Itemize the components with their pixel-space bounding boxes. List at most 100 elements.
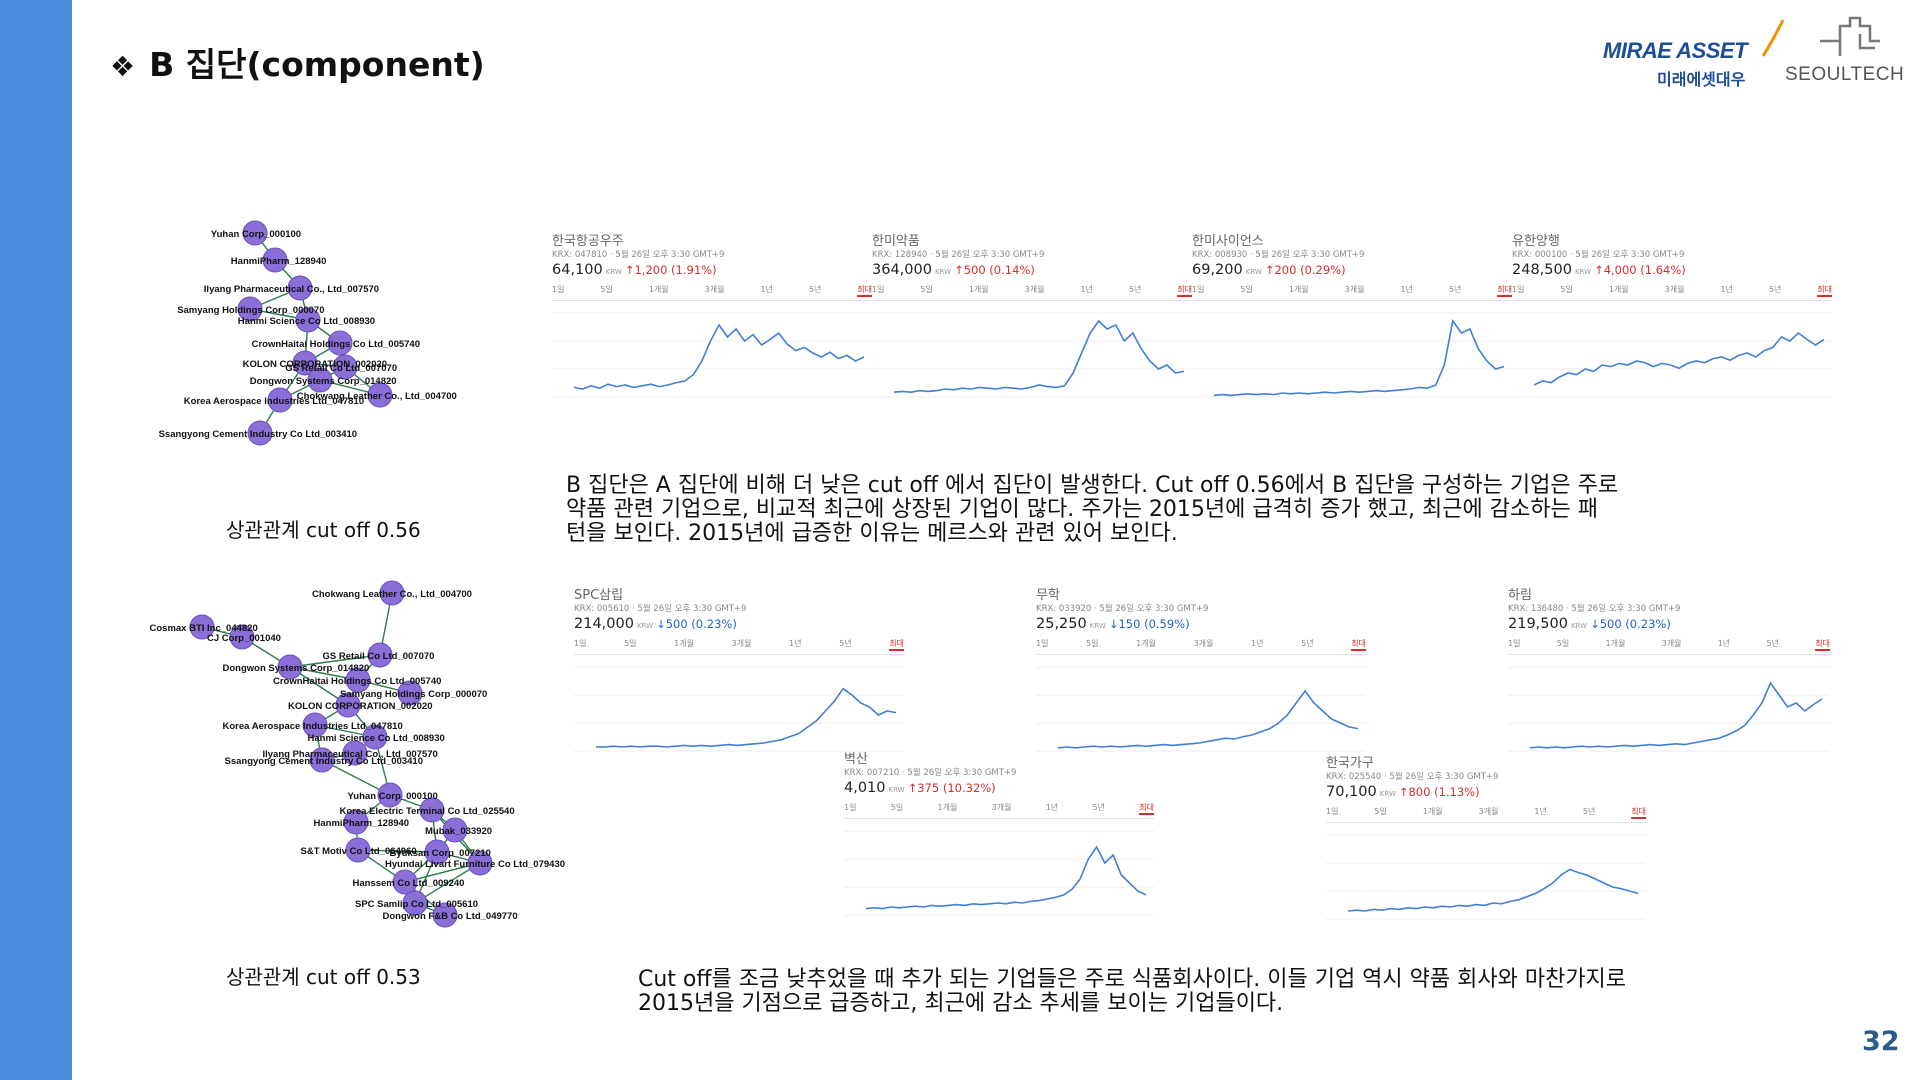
stock-range-tab[interactable]: 5일	[1374, 807, 1387, 816]
stock-range-tab[interactable]: 1년	[1720, 285, 1733, 294]
stock-range-tab[interactable]: 1일	[872, 285, 885, 294]
stock-range-tab[interactable]: 최대	[1497, 284, 1512, 297]
stock-range-tab[interactable]: 3개월	[1664, 285, 1685, 294]
stock-range-tab[interactable]: 1일	[552, 285, 565, 294]
stock-range-tabs: 1일 5일 1개월 3개월 1년 5년 최대	[552, 284, 872, 301]
stock-range-tab[interactable]: 3개월	[1193, 639, 1214, 648]
stock-range-tab[interactable]: 5일	[1556, 639, 1570, 648]
stock-range-tab[interactable]: 5년	[1768, 285, 1782, 294]
stock-range-tab[interactable]: 5년	[839, 639, 852, 648]
stock-range-tab[interactable]: 5일	[624, 639, 637, 648]
stock-currency: KRW	[1574, 268, 1592, 276]
stock-range-tab[interactable]: 최대	[857, 284, 872, 297]
stock-range-tab[interactable]: 1일	[1326, 807, 1339, 816]
network-node	[367, 382, 393, 408]
stock-range-tab[interactable]: 3개월	[731, 639, 752, 648]
stock-range-tab[interactable]: 1개월	[674, 639, 694, 648]
stock-range-tab[interactable]: 최대	[889, 638, 904, 651]
stock-range-tab[interactable]: 5일	[600, 285, 613, 294]
stock-chart-card: 벽산 KRX: 007210 · 5월 26일 오후 3:30 GMT+9 4,01…	[844, 748, 1154, 928]
stock-price-line	[573, 323, 865, 390]
stock-range-tab[interactable]: 1개월	[937, 803, 958, 812]
stock-range-tab[interactable]: 1년	[1251, 639, 1264, 648]
stock-range-tab[interactable]: 5일	[1086, 639, 1099, 648]
network-node	[392, 869, 418, 895]
stock-range-tab[interactable]: 1개월	[1136, 639, 1156, 648]
stock-range-tab[interactable]: 1년	[1400, 285, 1413, 294]
stock-range-tab[interactable]: 3개월	[1344, 285, 1365, 294]
stock-range-tab[interactable]: 3개월	[1024, 285, 1045, 294]
stock-meta: KRX: 008930 · 5월 26일 오후 3:30 GMT+9	[1192, 250, 1365, 260]
network-edge	[289, 654, 381, 668]
stock-range-tab[interactable]: 5년	[808, 285, 822, 294]
stock-range-tab[interactable]: 5년	[1301, 639, 1314, 648]
stock-range-tab[interactable]: 5년	[1092, 803, 1105, 812]
stock-range-tab[interactable]: 최대	[1351, 638, 1366, 651]
network-edge	[414, 862, 481, 904]
stock-range-tab[interactable]: 1개월	[1608, 285, 1629, 294]
stock-range-tab[interactable]: 5일	[890, 803, 904, 812]
stock-range-tab[interactable]: 3개월	[1661, 639, 1682, 648]
network-node	[189, 614, 215, 640]
stock-change: ↓150 (0.59%)	[1108, 617, 1190, 631]
network-node	[342, 740, 368, 766]
stock-range-tab[interactable]: 5일	[920, 285, 933, 294]
network-node-label: Chokwang Leather Co., Ltd_004700	[312, 589, 472, 600]
stock-range-tab[interactable]: 3개월	[704, 285, 725, 294]
stock-range-tab[interactable]: 1개월	[1422, 807, 1443, 816]
stock-range-tab[interactable]: 5년	[1448, 285, 1462, 294]
network-node-label: Ssangyong Cement Industry Co Ltd_003410	[159, 429, 358, 440]
stock-range-tab[interactable]: 5일	[1560, 285, 1573, 294]
stock-range-tab[interactable]: 최대	[1177, 284, 1192, 297]
stock-range-tab[interactable]: 최대	[1631, 806, 1646, 819]
stock-range-tab[interactable]: 3개월	[991, 803, 1012, 812]
stock-line-chart	[1192, 312, 1512, 398]
paragraph-line: Cut off를 조금 낮추었을 때 추가 되는 기업들은 주로 식품회사이다.…	[638, 967, 1627, 992]
stock-range-tab[interactable]: 1일	[1036, 639, 1049, 648]
stock-range-tab[interactable]: 1년	[1045, 803, 1059, 812]
slide-title: ❖ B 집단(component)	[110, 38, 485, 86]
stock-range-tab[interactable]: 최대	[1815, 638, 1830, 651]
network-graph-canvas: Chokwang Leather Co., Ltd_004700 Cosmax B…	[150, 580, 565, 928]
stock-change: ↓500 (0.23%)	[1590, 617, 1671, 631]
stock-range-tab[interactable]: 1일	[1512, 285, 1525, 294]
stock-range-tab[interactable]: 5일	[1240, 285, 1253, 294]
stock-meta: KRX: 033920 · 5월 26일 오후 3:30 GMT+9	[1036, 604, 1209, 614]
stock-range-tab[interactable]: 1일	[1508, 639, 1521, 648]
network-node	[362, 724, 388, 750]
stock-range-tab[interactable]: 1개월	[1288, 285, 1309, 294]
stock-range-tab[interactable]: 5년	[1128, 285, 1142, 294]
network-node	[332, 354, 358, 380]
network-node	[467, 850, 493, 876]
stock-range-tab[interactable]: 1년	[1717, 639, 1731, 648]
network-node-label: Cosmax BTI Inc_044820	[150, 623, 258, 634]
stock-range-tab[interactable]: 1일	[844, 803, 857, 812]
stock-range-tab[interactable]: 5년	[1766, 639, 1779, 648]
stock-price-line	[1533, 331, 1825, 386]
stock-range-tab[interactable]: 3개월	[1478, 807, 1499, 816]
stock-range-tab[interactable]: 1개월	[648, 285, 669, 294]
mirae-asset-logo: MIRAE ASSET 미래에셋대우	[1603, 18, 1793, 89]
stock-name: 한국항공우주	[552, 234, 624, 249]
stock-range-tab[interactable]: 1일	[1192, 285, 1205, 294]
network-node	[267, 387, 293, 413]
stock-line-chart	[1036, 666, 1366, 752]
stock-range-tab[interactable]: 1개월	[968, 285, 989, 294]
stock-range-tab[interactable]: 1년	[1534, 807, 1547, 816]
stock-range-tab[interactable]: 1일	[574, 639, 587, 648]
stock-range-tabs: 1일 5일 1개월 3개월 1년 5년 최대	[1036, 638, 1366, 655]
network-node-label: Korea Aerospace Industries Ltd_047810	[223, 721, 403, 732]
stock-range-tab[interactable]: 1년	[1080, 285, 1093, 294]
network-node-label: Hanmi Science Co Ltd_008930	[308, 733, 445, 744]
stock-range-tab[interactable]: 최대	[1817, 284, 1832, 297]
stock-change: ↑1,200 (1.91%)	[624, 263, 717, 277]
stock-range-tab[interactable]: 1개월	[1605, 639, 1626, 648]
stock-range-tab[interactable]: 최대	[1139, 802, 1154, 815]
stock-price: 70,100 KRW ↑800 (1.13%)	[1326, 784, 1480, 800]
stock-range-tab[interactable]: 1년	[760, 285, 773, 294]
stock-chart-card: 한국항공우주 KRX: 047810 · 5월 26일 오후 3:30 GMT+9…	[552, 230, 872, 410]
stock-meta: KRX: 025540 · 5월 26일 오후 3:30 GMT+9	[1326, 772, 1499, 782]
stock-range-tab[interactable]: 1년	[789, 639, 802, 648]
stock-range-tab[interactable]: 5년	[1582, 807, 1596, 816]
stock-price-value: 25,250	[1036, 616, 1087, 632]
